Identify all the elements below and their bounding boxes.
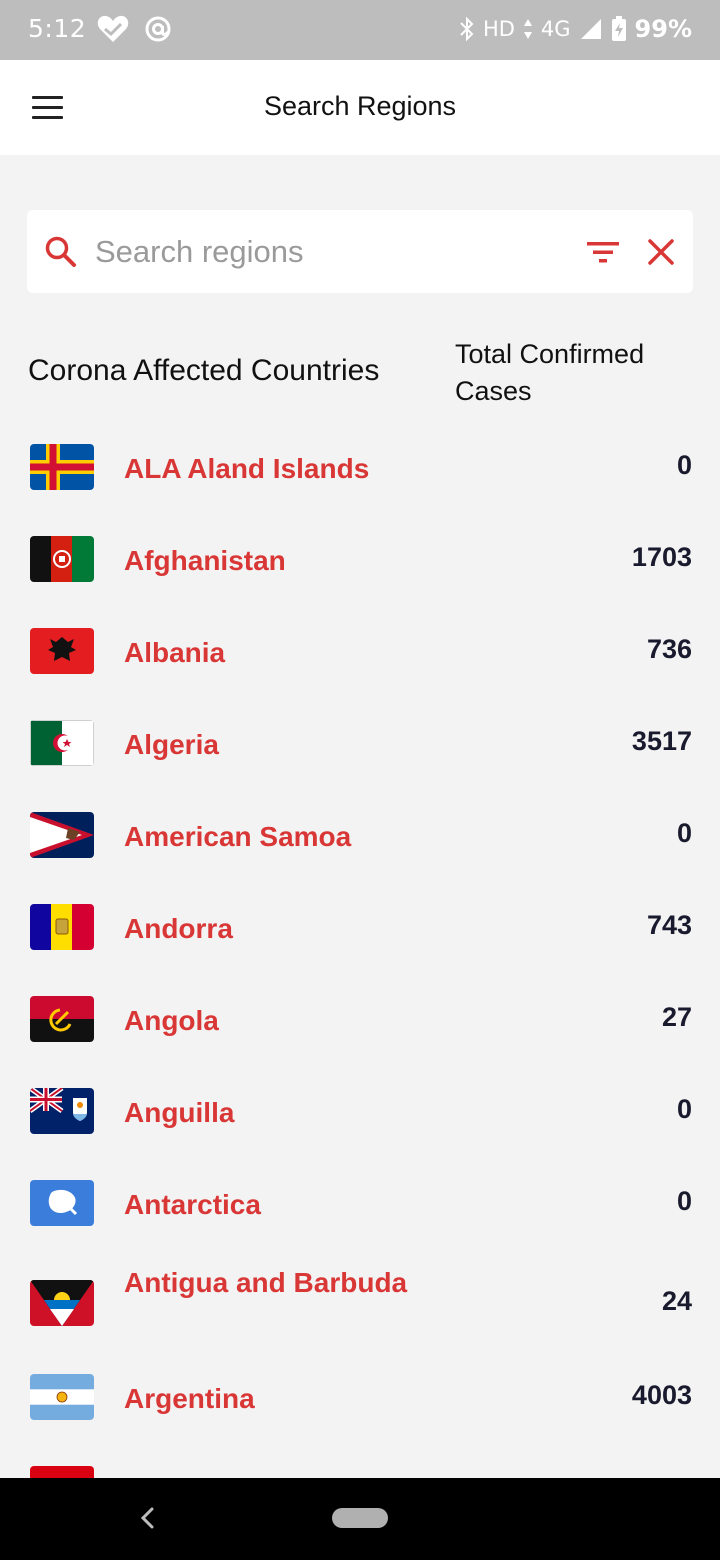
back-icon[interactable] [130,1500,166,1536]
list-item[interactable]: Andorra 743 [0,882,720,974]
case-count: 27 [661,1002,692,1032]
flag-albania-icon [30,628,94,674]
country-name: Antarctica [124,1189,261,1220]
cases-column-header: Total Confirmed Cases [455,339,645,406]
list-header: Corona Affected Countries Total Confirme… [0,330,720,410]
flag-antarctica-icon [30,1180,94,1226]
list-item[interactable]: American Samoa 0 [0,790,720,882]
search-icon [45,236,76,267]
flag-angola-icon [30,996,94,1042]
status-time: 5:12 [28,14,87,43]
country-name: Angola [124,1005,219,1036]
country-name: Albania [124,637,226,668]
case-count: 0 [676,818,692,848]
country-name: Algeria [124,729,219,760]
at-sign-icon [145,16,171,42]
flag-andorra-icon [30,904,94,950]
signal-type: 4G [540,17,571,41]
list-item[interactable]: Angola 27 [0,974,720,1066]
status-notification-icons [96,14,172,44]
list-item[interactable]: Antigua and Barbuda 24 [0,1250,720,1352]
country-name: ALA Aland Islands [124,453,370,484]
flag-antigua-barbuda-icon [30,1280,94,1326]
countries-column-header: Corona Affected Countries [28,354,380,387]
flag-aland-icon [30,444,94,490]
network-type: HD [482,17,515,41]
case-count: 4003 [631,1380,692,1410]
home-pill[interactable] [332,1508,388,1528]
case-count: 1703 [631,542,692,572]
close-icon[interactable] [643,234,679,270]
case-count: 24 [661,1286,692,1316]
flag-argentina-icon [30,1374,94,1420]
country-name: American Samoa [124,821,352,852]
battery-level: 99% [634,15,692,43]
flag-afghanistan-icon [30,536,94,582]
battery-charging-icon [611,16,626,41]
country-name: Andorra [124,913,233,944]
flag-american-samoa-icon [30,812,94,858]
list-item[interactable]: Anguilla 0 [0,1066,720,1158]
case-count: 743 [646,910,692,940]
page-title: Search Regions [263,91,457,121]
list-item[interactable]: Antarctica 0 [0,1158,720,1250]
signal-strength-icon [580,19,601,39]
country-name: Anguilla [124,1097,235,1128]
search-bar [27,210,693,293]
list-item[interactable]: Afghanistan 1703 [0,514,720,606]
list-item[interactable]: Albania 736 [0,606,720,698]
status-bar: 5:12 HD 4G 99% [0,0,720,60]
filter-icon[interactable] [583,234,627,270]
bluetooth-icon [460,16,474,42]
case-count: 0 [676,1186,692,1216]
country-name: Antigua and Barbuda [124,1267,408,1298]
case-count: 736 [646,634,692,664]
health-heart-icon [97,15,129,43]
status-right-icons: HD 4G 99% [459,15,692,43]
list-item[interactable]: Argentina 4003 [0,1352,720,1444]
list-item[interactable]: ALA Aland Islands 0 [0,422,720,514]
search-input[interactable] [95,228,565,276]
country-list: ALA Aland Islands 0 Afghanistan 1703 Alb… [0,422,720,1536]
flag-algeria-icon [30,720,94,766]
case-count: 0 [676,450,692,480]
app-bar: Search Regions [0,60,720,155]
case-count: 3517 [631,726,692,756]
hamburger-menu-icon[interactable] [24,85,72,129]
country-name: Argentina [124,1383,255,1414]
case-count: 0 [676,1094,692,1124]
flag-anguilla-icon [30,1088,94,1134]
country-name: Afghanistan [124,545,286,576]
data-arrows-icon [523,19,532,39]
list-item[interactable]: Algeria 3517 [0,698,720,790]
system-nav-bar [0,1478,720,1560]
